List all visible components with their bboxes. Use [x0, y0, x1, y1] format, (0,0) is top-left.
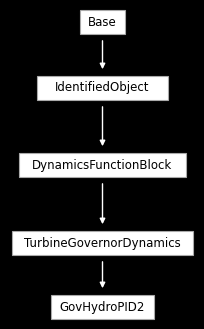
- Text: Base: Base: [88, 15, 116, 29]
- Text: TurbineGovernorDynamics: TurbineGovernorDynamics: [24, 237, 180, 249]
- FancyBboxPatch shape: [12, 231, 192, 255]
- Text: GovHydroPID2: GovHydroPID2: [60, 300, 144, 314]
- FancyBboxPatch shape: [37, 76, 167, 100]
- FancyBboxPatch shape: [51, 295, 153, 319]
- FancyBboxPatch shape: [80, 10, 124, 34]
- Text: IdentifiedObject: IdentifiedObject: [55, 82, 149, 94]
- Text: DynamicsFunctionBlock: DynamicsFunctionBlock: [32, 159, 172, 171]
- FancyBboxPatch shape: [19, 153, 185, 177]
